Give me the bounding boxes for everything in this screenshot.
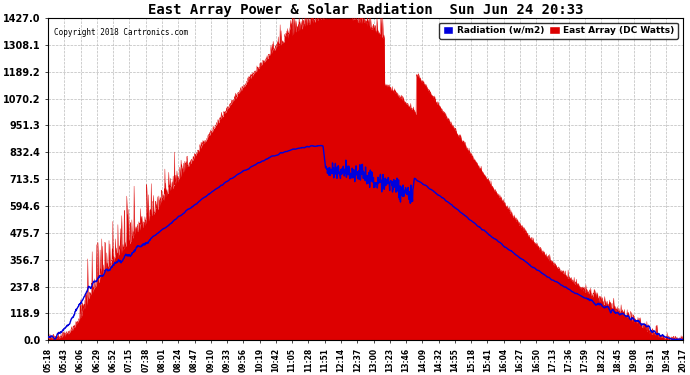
Legend: Radiation (w/m2), East Array (DC Watts): Radiation (w/m2), East Array (DC Watts) [439, 22, 678, 39]
Title: East Array Power & Solar Radiation  Sun Jun 24 20:33: East Array Power & Solar Radiation Sun J… [148, 3, 583, 17]
Text: Copyright 2018 Cartronics.com: Copyright 2018 Cartronics.com [55, 28, 188, 37]
